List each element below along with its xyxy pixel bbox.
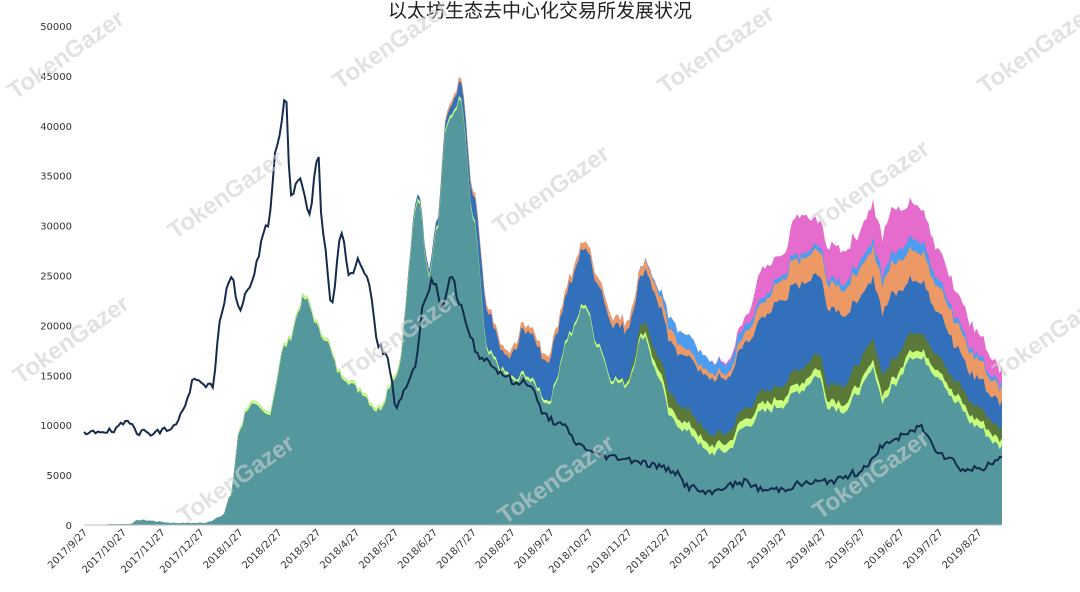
y-tick-label: 10000: [40, 421, 72, 432]
y-tick-label: 15000: [40, 371, 72, 382]
x-tick-label: 2018/7/27: [435, 527, 479, 571]
chart-title: 以太坊生态去中心化交易所发展状况: [387, 0, 692, 22]
x-tick-label: 2018/2/27: [241, 527, 285, 571]
area-series: [84, 77, 1002, 526]
y-tick-label: 45000: [40, 72, 72, 83]
watermark-logo: TokenGazer: [973, 0, 1080, 100]
watermark-logo: TokenGazer: [988, 285, 1080, 385]
y-tick-label: 30000: [40, 222, 72, 233]
y-axis: 0 5000 10000 15000 20000 25000 30000 35000 40000…: [40, 22, 72, 532]
watermark-logo: TokenGazer: [328, 0, 455, 95]
x-tick-label: 2019/7/27: [902, 527, 946, 571]
x-tick-label: 2019/3/27: [746, 527, 790, 571]
x-tick-label: 2019/6/27: [863, 527, 907, 571]
watermark-logo: TokenGazer: [163, 145, 290, 245]
price-line: [83, 98, 1003, 497]
price-line-path: [83, 98, 1003, 497]
x-tick-label: 2018/4/27: [318, 527, 362, 571]
area-series-1: [84, 98, 1002, 526]
x-tick-label: 2018/1/27: [202, 527, 246, 571]
watermark-logo: TokenGazer: [653, 0, 780, 100]
x-tick-label: 2018/6/27: [396, 527, 440, 571]
x-tick-label: 2019/5/27: [824, 527, 868, 571]
x-tick-label: 2019/1/27: [668, 527, 712, 571]
y-tick-label: 35000: [40, 172, 72, 183]
x-axis: 2017/9/272017/10/272017/11/272017/12/272…: [46, 524, 1002, 576]
watermark-logo: TokenGazer: [488, 140, 615, 240]
watermark-logo: TokenGazer: [3, 5, 130, 105]
y-tick-label: 0: [66, 521, 72, 532]
x-tick-label: 2018/5/27: [357, 527, 401, 571]
y-tick-label: 20000: [40, 321, 72, 332]
y-tick-label: 5000: [47, 471, 72, 482]
x-tick-label: 2018/8/27: [474, 527, 518, 571]
y-tick-label: 50000: [40, 22, 72, 33]
y-tick-label: 25000: [40, 272, 72, 283]
x-tick-label: 2019/4/27: [785, 527, 829, 571]
y-tick-label: 40000: [40, 122, 72, 133]
x-tick-label: 2019/8/27: [940, 527, 984, 571]
x-tick-label: 2019/2/27: [707, 527, 751, 571]
x-tick-label: 2018/3/27: [279, 527, 323, 571]
